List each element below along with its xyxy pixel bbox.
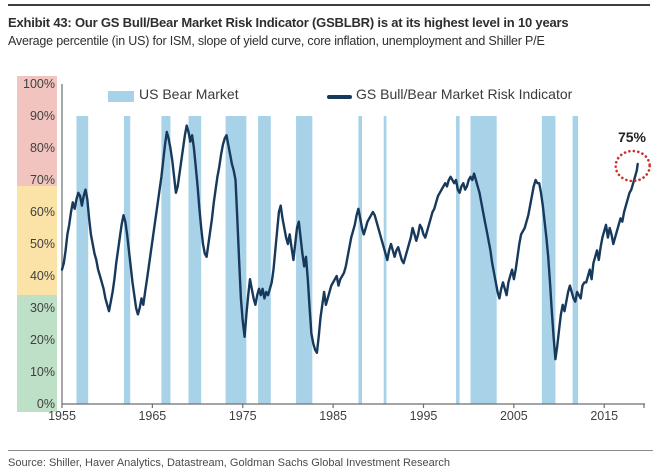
bear-market-band <box>258 116 271 404</box>
bear-market-band <box>76 116 89 404</box>
source-note: Source: Shiller, Haver Analytics, Datast… <box>8 457 451 469</box>
y-tick-label: 10% <box>29 365 55 379</box>
x-tick-label: 2015 <box>590 409 619 423</box>
bear-market-band <box>383 116 387 404</box>
latest-value-highlight-circle <box>614 149 651 183</box>
y-tick-label: 100% <box>23 77 55 91</box>
risk-zone-high <box>17 76 57 187</box>
y-tick-label: 80% <box>29 141 55 155</box>
risk-indicator-line <box>60 124 639 361</box>
y-tick-label: 20% <box>29 333 55 347</box>
exhibit-title: Exhibit 43: Our GS Bull/Bear Market Risk… <box>8 15 569 30</box>
risk-indicator-legend-swatch <box>327 95 352 99</box>
x-tick-label: 1995 <box>409 409 438 423</box>
bear-market-band <box>161 116 171 404</box>
bear-market-band <box>358 116 363 404</box>
y-tick-label: 60% <box>29 205 55 219</box>
y-tick-label: 30% <box>29 301 55 315</box>
risk-zone-low <box>17 295 57 412</box>
y-tick-label: 0% <box>36 397 55 411</box>
bear-market-band <box>572 116 579 404</box>
risk-zone-medium <box>17 186 57 296</box>
bear-market-legend-swatch <box>108 91 134 102</box>
x-tick-label: 1955 <box>48 409 76 423</box>
latest-value-label: 75% <box>617 129 647 145</box>
x-tick-label: 1985 <box>319 409 348 423</box>
y-tick-label: 40% <box>29 269 55 283</box>
x-tick-label: 1965 <box>138 409 167 423</box>
x-tick-label: 1975 <box>228 409 257 423</box>
top-rule <box>8 4 650 6</box>
exhibit-subtitle: Average percentile (in US) for ISM, slop… <box>8 34 545 48</box>
bear-market-band <box>225 116 247 404</box>
bear-market-legend-label: US Bear Market <box>139 86 239 102</box>
y-tick-label: 90% <box>29 109 55 123</box>
x-tick-label: 2005 <box>499 409 528 423</box>
bear-market-band <box>123 116 131 404</box>
y-tick-label: 70% <box>29 173 55 187</box>
bottom-rule <box>8 450 653 451</box>
bear-market-band <box>456 116 460 404</box>
y-tick-label: 50% <box>29 237 55 251</box>
risk-indicator-legend-label: GS Bull/Bear Market Risk Indicator <box>356 86 573 102</box>
